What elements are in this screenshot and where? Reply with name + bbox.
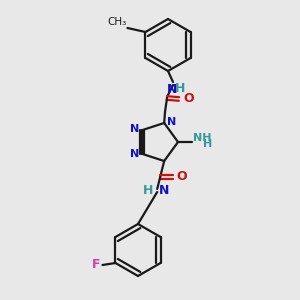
Text: H: H	[143, 184, 153, 196]
Text: H: H	[203, 139, 212, 149]
Text: N: N	[130, 149, 139, 159]
Text: CH₃: CH₃	[107, 17, 127, 27]
Text: O: O	[176, 169, 187, 182]
Text: NH: NH	[193, 133, 212, 143]
Text: N: N	[167, 83, 178, 96]
Text: H: H	[175, 82, 185, 95]
Text: O: O	[183, 92, 194, 104]
Text: N: N	[130, 124, 139, 134]
Text: N: N	[167, 117, 176, 127]
Text: F: F	[92, 259, 100, 272]
Text: N: N	[159, 184, 170, 196]
